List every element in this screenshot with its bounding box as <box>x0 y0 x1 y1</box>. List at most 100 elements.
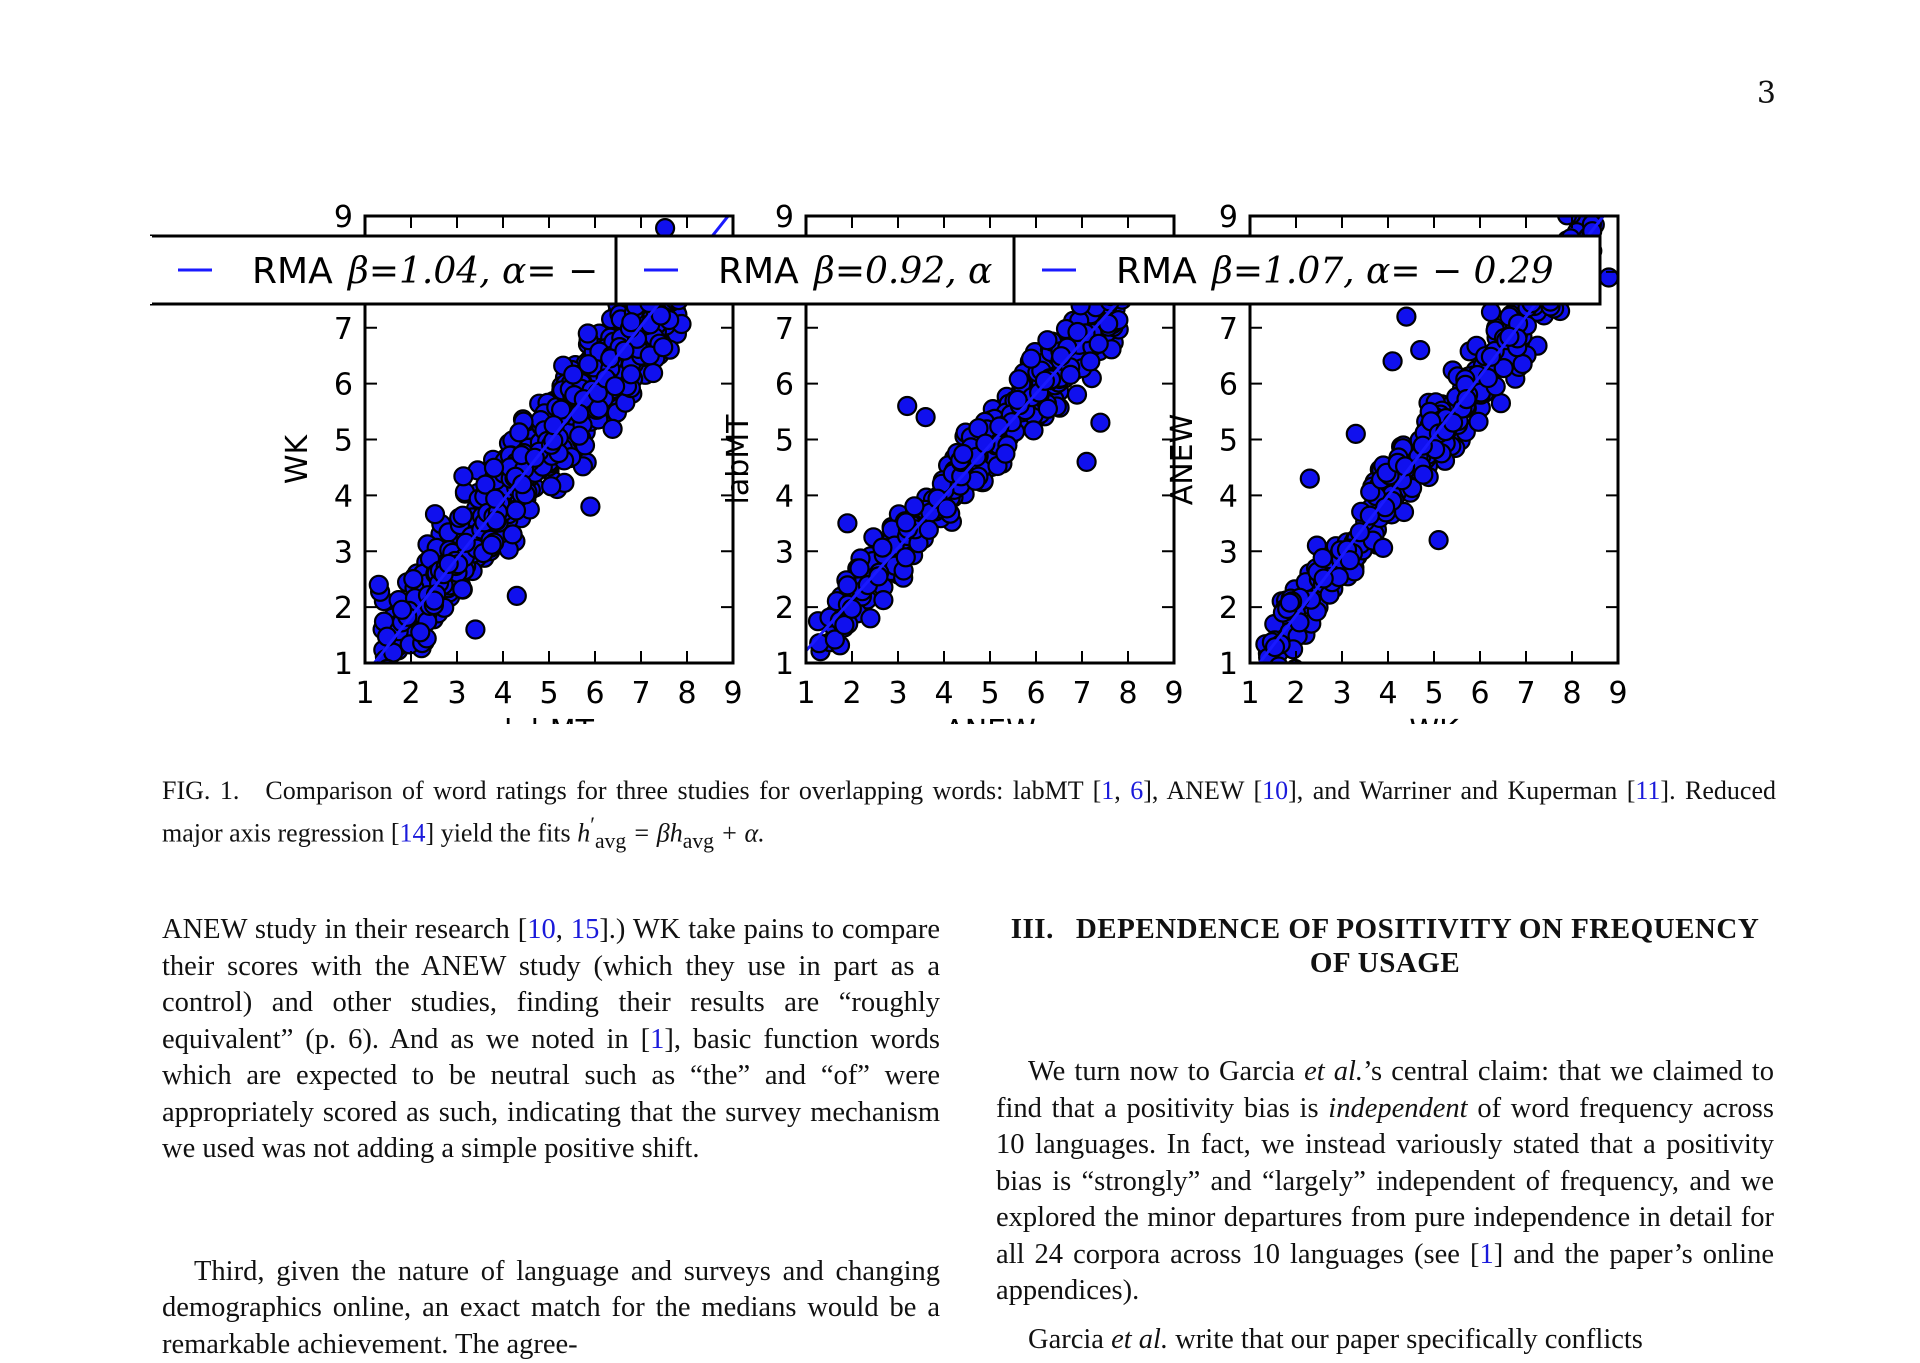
data-point <box>1514 355 1532 373</box>
data-point <box>604 420 622 438</box>
y-tick-label: 3 <box>334 535 353 570</box>
y-tick-label: 1 <box>1219 647 1238 682</box>
data-point <box>1411 341 1429 359</box>
data-point <box>466 621 484 639</box>
data-point <box>542 477 560 495</box>
data-point <box>1025 421 1043 439</box>
x-tick-label: 3 <box>888 676 907 711</box>
y-tick-label: 2 <box>1219 591 1238 626</box>
data-point <box>508 587 526 605</box>
data-point <box>954 445 972 463</box>
x-tick-label: 7 <box>1516 676 1535 711</box>
section-heading: III.DEPENDENCE OF POSITIVITY ON FREQUENC… <box>996 912 1774 980</box>
y-tick-label: 6 <box>1219 368 1238 403</box>
citation-link[interactable]: 6 <box>1130 776 1143 805</box>
paragraph: We turn now to Garcia et al.’s central c… <box>996 1054 1774 1310</box>
data-point <box>656 219 674 237</box>
y-tick-label: 2 <box>775 591 794 626</box>
data-point <box>1585 193 1603 211</box>
data-point <box>905 497 923 515</box>
y-tick-label: 4 <box>775 479 794 514</box>
data-point <box>874 591 892 609</box>
data-point <box>1281 594 1299 612</box>
citation-link[interactable]: 15 <box>571 914 600 945</box>
formula-sub: avg <box>595 829 626 853</box>
y-tick-label: 5 <box>334 424 353 459</box>
x-tick-label: 9 <box>723 676 742 711</box>
data-point <box>454 467 472 485</box>
x-tick-label: 2 <box>842 676 861 711</box>
paragraph-text: write that our paper specifically confli… <box>1168 1324 1643 1355</box>
formula-h: h <box>577 819 590 848</box>
formula-end: + α. <box>714 819 765 848</box>
y-tick-label: 7 <box>1219 312 1238 347</box>
citation-link[interactable]: 10 <box>527 914 556 945</box>
x-tick-label: 8 <box>1118 676 1137 711</box>
data-point <box>1010 370 1028 388</box>
citation-link[interactable]: 10 <box>1262 776 1288 805</box>
citation-link[interactable]: 14 <box>400 819 426 848</box>
formula-sub: avg <box>683 829 714 853</box>
y-tick-label: 7 <box>334 312 353 347</box>
x-tick-label: 4 <box>934 676 953 711</box>
y-tick-label: 4 <box>334 479 353 514</box>
data-point <box>1585 180 1603 198</box>
data-point <box>545 416 563 434</box>
x-tick-label: 1 <box>796 676 815 711</box>
data-point <box>1430 531 1448 549</box>
data-point <box>379 673 397 691</box>
y-tick-label: 9 <box>775 200 794 235</box>
y-tick-label: 6 <box>775 368 794 403</box>
legend-label: RMA <box>718 251 799 292</box>
citation-link[interactable]: 11 <box>1635 776 1660 805</box>
data-point <box>1261 664 1279 682</box>
caption-text: , <box>1114 776 1130 805</box>
legend-formula: β=0.92, α <box>812 251 992 292</box>
x-tick-label: 4 <box>493 676 512 711</box>
y-tick-label: 7 <box>775 312 794 347</box>
caption-text: ], and Warriner and Kuperman [ <box>1288 776 1635 805</box>
x-tick-label: 8 <box>677 676 696 711</box>
paragraph: Third, given the nature of language and … <box>162 1254 940 1363</box>
y-tick-label: 3 <box>1219 535 1238 570</box>
y-axis-title: WK <box>280 434 315 485</box>
citation-link[interactable]: 1 <box>1479 1239 1493 1270</box>
x-tick-label: 6 <box>1470 676 1489 711</box>
data-point <box>920 521 938 539</box>
data-point <box>839 576 857 594</box>
y-tick-label: 4 <box>1219 479 1238 514</box>
data-point <box>1414 466 1432 484</box>
crop-mask <box>0 220 150 320</box>
y-tick-label: 3 <box>775 535 794 570</box>
paragraph-text: independent <box>1328 1093 1467 1124</box>
legend-formula: β=1.07, α= − 0.29 <box>1210 251 1554 292</box>
data-point <box>579 325 597 343</box>
x-tick-label: 9 <box>1164 676 1183 711</box>
data-point <box>606 377 624 395</box>
legend-box-2: RMA β=0.92, α <box>616 236 1014 304</box>
x-tick-label: 5 <box>980 676 999 711</box>
data-point <box>838 514 856 532</box>
data-point <box>873 539 891 557</box>
data-point <box>504 525 522 543</box>
y-tick-label: 2 <box>334 591 353 626</box>
citation-link[interactable]: 1 <box>1101 776 1114 805</box>
caption-text: ] yield the fits <box>426 819 578 848</box>
x-tick-label: 8 <box>1562 676 1581 711</box>
data-point <box>1314 549 1332 567</box>
data-point <box>370 576 388 594</box>
data-point <box>1039 400 1057 418</box>
caption-text: ], ANEW [ <box>1143 776 1262 805</box>
x-tick-label: 1 <box>1240 676 1259 711</box>
citation-link[interactable]: 1 <box>650 1024 664 1055</box>
data-point <box>393 601 411 619</box>
data-point <box>570 427 588 445</box>
x-tick-label: 2 <box>1286 676 1305 711</box>
data-point <box>507 502 525 520</box>
data-point <box>486 490 504 508</box>
data-point <box>426 505 444 523</box>
data-point <box>644 364 662 382</box>
data-point <box>1492 394 1510 412</box>
data-point <box>1482 303 1500 321</box>
